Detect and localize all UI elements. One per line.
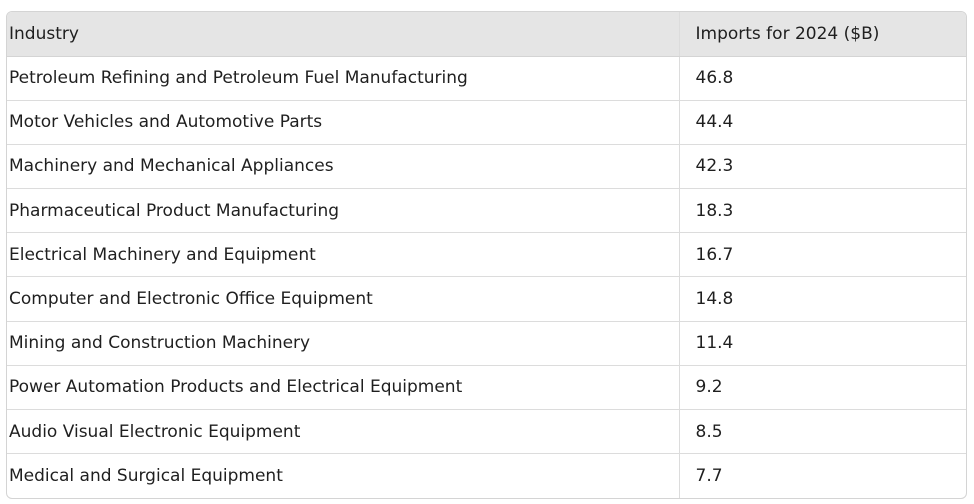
table-row: Mining and Construction Machinery 11.4 xyxy=(7,321,966,366)
table-row: Motor Vehicles and Automotive Parts 44.4 xyxy=(7,100,966,145)
header-imports: Imports for 2024 ($B) xyxy=(679,12,966,57)
cell-industry: Petroleum Refining and Petroleum Fuel Ma… xyxy=(7,56,680,101)
table-row: Machinery and Mechanical Appliances 42.3 xyxy=(7,144,966,190)
cell-industry: Pharmaceutical Product Manufacturing xyxy=(7,188,680,234)
table-row: Computer and Electronic Office Equipment… xyxy=(7,276,966,322)
cell-imports: 14.8 xyxy=(679,276,966,322)
cell-industry: Medical and Surgical Equipment xyxy=(7,453,680,498)
cell-industry: Power Automation Products and Electrical… xyxy=(7,365,680,411)
cell-imports: 8.5 xyxy=(679,409,966,455)
table-body: Petroleum Refining and Petroleum Fuel Ma… xyxy=(7,56,966,498)
cell-imports: 42.3 xyxy=(679,144,966,190)
cell-imports: 7.7 xyxy=(695,466,723,487)
imports-table: Industry Imports for 2024 ($B) Petroleum… xyxy=(7,12,966,498)
cell-industry: Audio Visual Electronic Equipment xyxy=(7,409,680,455)
table-row: Power Automation Products and Electrical… xyxy=(7,365,966,411)
header-industry: Industry xyxy=(7,12,680,57)
cell-industry: Machinery and Mechanical Appliances xyxy=(7,144,680,190)
table-header: Industry Imports for 2024 ($B) xyxy=(7,12,966,57)
cell-imports: 9.2 xyxy=(679,365,966,411)
cell-industry: Motor Vehicles and Automotive Parts xyxy=(7,100,680,145)
cell-industry: Electrical Machinery and Equipment xyxy=(7,232,680,278)
table-row: Petroleum Refining and Petroleum Fuel Ma… xyxy=(7,56,966,101)
table-row: Pharmaceutical Product Manufacturing 18.3 xyxy=(7,188,966,234)
cell-imports: 44.4 xyxy=(679,100,966,145)
header-row: Industry Imports for 2024 ($B) xyxy=(7,12,966,57)
cell-imports: 18.3 xyxy=(679,188,966,234)
cell-industry: Computer and Electronic Office Equipment xyxy=(7,276,680,322)
cell-imports: 16.7 xyxy=(679,232,966,278)
imports-table-container: Industry Imports for 2024 ($B) Petroleum… xyxy=(6,11,967,499)
cell-imports: 46.8 xyxy=(679,56,966,101)
table-row: Medical and Surgical Equipment 7.7 xyxy=(7,453,966,498)
table-row: Audio Visual Electronic Equipment 8.5 xyxy=(7,409,966,455)
cell-industry: Mining and Construction Machinery xyxy=(7,321,680,366)
cell-imports: 11.4 xyxy=(679,321,966,366)
table-row: Electrical Machinery and Equipment 16.7 xyxy=(7,232,966,278)
